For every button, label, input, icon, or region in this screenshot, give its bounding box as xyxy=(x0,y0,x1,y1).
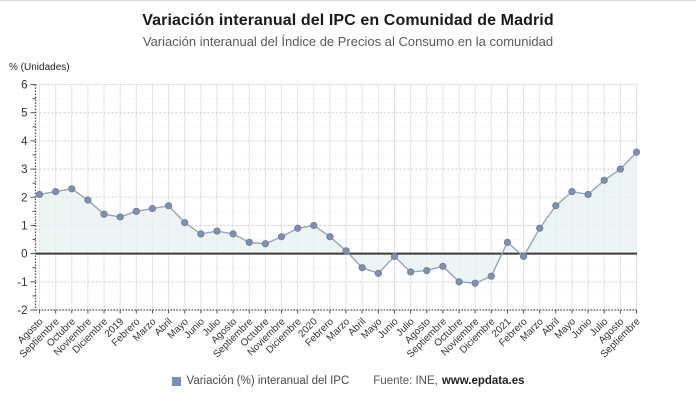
legend-swatch-icon xyxy=(171,376,181,386)
data-point xyxy=(455,278,463,286)
data-point xyxy=(277,233,286,241)
data-point xyxy=(116,213,124,221)
data-point xyxy=(213,227,221,235)
data-point xyxy=(632,148,641,156)
y-tick-label: 1 xyxy=(21,220,27,232)
y-tick-label: 0 xyxy=(21,249,27,261)
data-point xyxy=(358,264,366,272)
y-tick-label: -2 xyxy=(17,305,27,317)
data-point xyxy=(261,240,269,248)
data-point xyxy=(35,190,44,199)
data-point xyxy=(519,252,528,261)
y-tick-label: 2 xyxy=(21,192,27,204)
data-point xyxy=(181,219,189,227)
chart-subtitle: Variación interanual del Índice de Preci… xyxy=(142,34,554,49)
data-point xyxy=(294,224,302,232)
data-point xyxy=(52,188,60,196)
y-tick-label: 5 xyxy=(21,108,27,120)
data-point xyxy=(568,188,576,196)
data-point xyxy=(600,176,608,184)
data-point xyxy=(342,247,350,255)
data-point xyxy=(132,207,140,215)
data-point xyxy=(390,252,399,261)
y-axis-unit-label: % (Unidades) xyxy=(9,62,70,73)
data-point xyxy=(148,204,157,213)
data-point xyxy=(229,230,237,238)
data-point xyxy=(407,268,415,276)
chart-title: Variación interanual del IPC en Comunida… xyxy=(142,12,554,29)
data-point xyxy=(439,262,447,270)
data-point xyxy=(164,202,173,210)
data-point xyxy=(68,185,76,193)
source-attribution: Fuente: INE, www.epdata.es xyxy=(373,375,524,387)
data-point xyxy=(84,196,92,204)
legend-label: Variación (%) interanual del IPC xyxy=(186,375,350,387)
source-url-link[interactable]: www.epdata.es xyxy=(441,375,525,387)
data-point xyxy=(471,279,479,287)
y-tick-label: 3 xyxy=(21,164,27,176)
y-tick-label: 4 xyxy=(21,136,28,148)
data-point xyxy=(374,269,382,277)
chart-footer: Variación (%) interanual del IPC Fuente:… xyxy=(0,375,696,387)
data-point xyxy=(584,190,592,199)
data-point xyxy=(503,238,512,246)
y-tick-label: 6 xyxy=(21,80,27,92)
data-point xyxy=(616,165,624,173)
data-point xyxy=(487,272,495,280)
data-point xyxy=(245,238,253,246)
data-point xyxy=(326,233,334,241)
legend: Variación (%) interanual del IPC xyxy=(171,375,350,387)
series-area-fill xyxy=(39,152,637,284)
data-point xyxy=(552,202,560,210)
data-point xyxy=(197,230,205,238)
data-point xyxy=(310,221,318,230)
data-point xyxy=(423,266,431,275)
data-point xyxy=(536,224,544,232)
y-tick-label: -1 xyxy=(17,277,27,289)
source-label: Fuente: INE, xyxy=(373,375,438,387)
data-point xyxy=(100,210,108,218)
